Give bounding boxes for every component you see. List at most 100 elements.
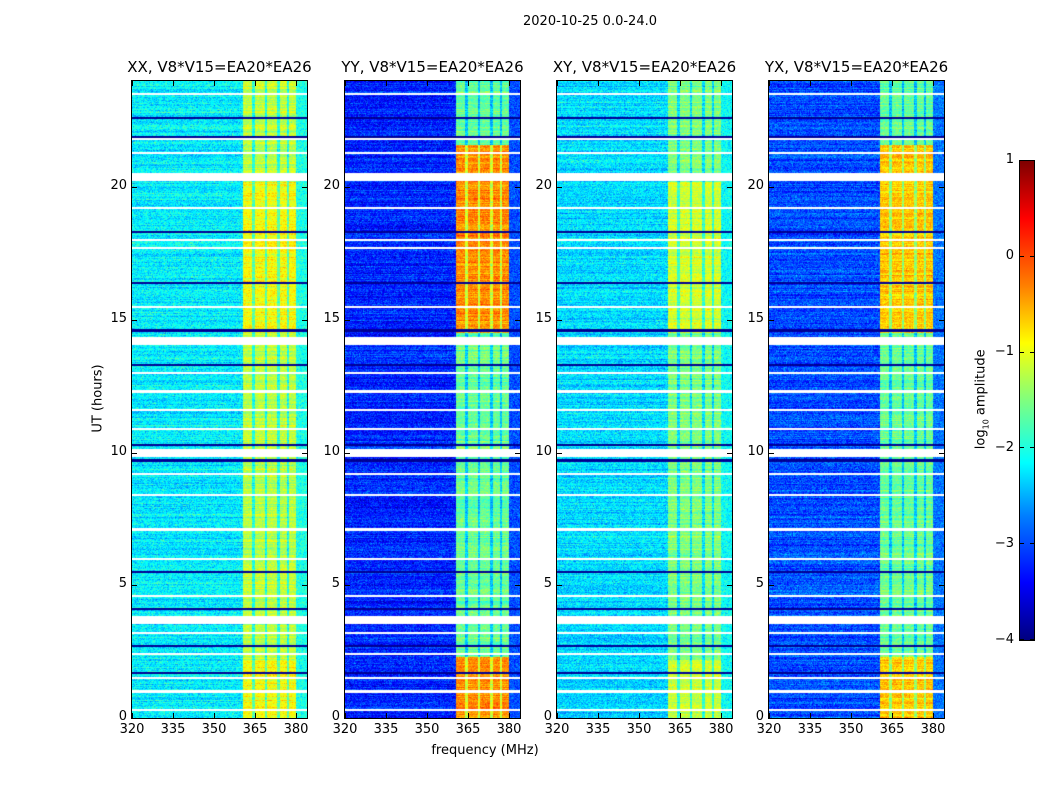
x-axis-label: frequency (MHz) [431, 743, 539, 758]
colorbar-tick-mark [1030, 351, 1034, 353]
y-tick-mark [769, 319, 774, 321]
x-tick-mark [892, 713, 894, 718]
x-tick-mark [296, 713, 298, 718]
y-tick-mark [515, 585, 520, 587]
y-tick-mark [557, 718, 562, 719]
heatmap-image [769, 81, 944, 718]
x-tick-mark [468, 81, 470, 86]
y-tick-mark [302, 718, 307, 719]
colorbar-tick-mark [1030, 447, 1034, 449]
panel-title: YY, V8*V15=EA20*EA26 [341, 58, 524, 76]
y-tick-mark [302, 452, 307, 454]
x-tick-mark [721, 81, 723, 86]
x-tick-label: 350 [626, 722, 652, 737]
x-tick-mark [851, 81, 853, 86]
colorbar-tick-label: 1 [1005, 152, 1014, 167]
y-tick-label: 10 [535, 443, 552, 459]
y-tick-mark [345, 319, 350, 321]
colorbar-tick-mark [1030, 160, 1034, 161]
x-tick-label: 350 [838, 722, 864, 737]
y-tick-label: 10 [747, 443, 764, 459]
x-tick-mark [680, 713, 682, 718]
y-tick-label: 10 [323, 443, 340, 459]
y-tick-mark [939, 452, 944, 454]
x-tick-mark [851, 713, 853, 718]
y-tick-label: 5 [755, 576, 764, 592]
colorbar-tick-mark [1030, 543, 1034, 545]
y-tick-label: 15 [323, 310, 340, 326]
x-tick-mark [509, 81, 511, 86]
y-tick-mark [302, 319, 307, 321]
heatmap-axes-2 [556, 80, 733, 719]
y-tick-mark [132, 585, 137, 587]
y-tick-mark [515, 319, 520, 321]
x-tick-mark [468, 713, 470, 718]
x-tick-label: 320 [119, 722, 145, 737]
y-tick-mark [769, 585, 774, 587]
x-tick-mark [892, 81, 894, 86]
x-tick-mark [386, 81, 388, 86]
x-tick-mark [769, 713, 770, 718]
y-tick-mark [727, 718, 732, 719]
x-tick-mark [598, 713, 600, 718]
heatmap-axes-3 [768, 80, 945, 719]
y-tick-mark [939, 187, 944, 189]
y-tick-mark [345, 585, 350, 587]
x-tick-mark [680, 81, 682, 86]
x-tick-label: 335 [797, 722, 823, 737]
colorbar [1019, 160, 1035, 641]
y-tick-mark [132, 718, 137, 719]
colorbar-tick-label: 0 [1005, 248, 1014, 263]
x-tick-label: 320 [756, 722, 782, 737]
x-tick-label: 365 [455, 722, 481, 737]
x-tick-label: 380 [708, 722, 734, 737]
y-tick-label: 5 [543, 576, 552, 592]
y-tick-mark [345, 187, 350, 189]
x-tick-mark [214, 81, 216, 86]
heatmap-image [345, 81, 520, 718]
y-tick-mark [769, 452, 774, 454]
x-tick-label: 350 [414, 722, 440, 737]
y-tick-mark [727, 452, 732, 454]
heatmap-axes-0 [131, 80, 308, 719]
figure-title: 2020-10-25 0.0-24.0 [523, 14, 657, 29]
colorbar-tick-label: −4 [994, 632, 1014, 647]
heatmap-axes-1 [344, 80, 521, 719]
y-tick-mark [345, 452, 350, 454]
colorbar-tick-mark [1020, 255, 1024, 257]
x-tick-mark [132, 81, 133, 86]
heatmap-image [557, 81, 732, 718]
x-tick-mark [721, 713, 723, 718]
x-tick-label: 380 [920, 722, 946, 737]
y-tick-mark [302, 585, 307, 587]
y-tick-mark [132, 187, 137, 189]
y-tick-label: 0 [543, 709, 552, 724]
y-tick-mark [557, 585, 562, 587]
y-tick-label: 0 [118, 709, 127, 724]
x-tick-mark [933, 81, 935, 86]
y-tick-label: 10 [110, 443, 127, 459]
x-tick-mark [639, 713, 641, 718]
x-tick-label: 320 [544, 722, 570, 737]
y-tick-label: 15 [110, 310, 127, 326]
x-tick-label: 335 [373, 722, 399, 737]
x-tick-mark [557, 713, 558, 718]
x-tick-mark [255, 713, 257, 718]
x-tick-label: 380 [496, 722, 522, 737]
y-tick-label: 15 [747, 310, 764, 326]
y-tick-mark [727, 187, 732, 189]
colorbar-tick-label: −3 [994, 536, 1014, 551]
y-tick-mark [939, 718, 944, 719]
x-tick-label: 335 [585, 722, 611, 737]
x-tick-mark [345, 713, 346, 718]
x-tick-mark [557, 81, 558, 86]
y-tick-label: 5 [331, 576, 340, 592]
y-tick-label: 15 [535, 310, 552, 326]
x-tick-mark [132, 713, 133, 718]
panel-title: XX, V8*V15=EA20*EA26 [127, 58, 312, 76]
x-tick-mark [810, 713, 812, 718]
colorbar-tick-mark [1020, 351, 1024, 353]
x-tick-mark [639, 81, 641, 86]
x-tick-mark [933, 713, 935, 718]
colorbar-tick-mark [1020, 447, 1024, 449]
